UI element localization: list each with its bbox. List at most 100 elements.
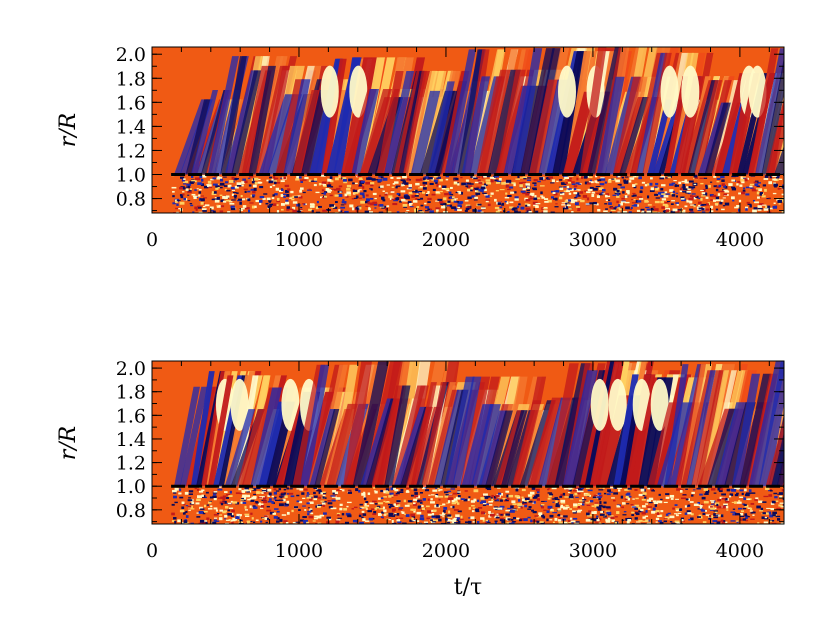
interior-speckle bbox=[298, 501, 303, 504]
wave-band bbox=[758, 361, 784, 487]
wave-band bbox=[704, 102, 731, 175]
interior-speckle bbox=[621, 200, 626, 202]
interior-speckle bbox=[745, 186, 751, 189]
interior-speckle bbox=[255, 519, 259, 522]
interior-speckle bbox=[411, 195, 415, 198]
wave-band bbox=[258, 94, 295, 175]
wave-band bbox=[755, 48, 784, 175]
interior-speckle bbox=[685, 498, 689, 501]
interior-speckle bbox=[734, 206, 739, 209]
interior-speckle bbox=[276, 204, 279, 206]
interior-speckle bbox=[519, 182, 523, 185]
interior-speckle bbox=[678, 181, 682, 185]
interior-speckle bbox=[705, 491, 709, 495]
interior-speckle bbox=[691, 494, 694, 497]
interior-speckle bbox=[525, 183, 530, 186]
interior-speckle bbox=[521, 181, 527, 184]
interior-speckle bbox=[378, 194, 382, 197]
interior-speckle bbox=[415, 189, 418, 193]
interior-speckle bbox=[494, 206, 500, 210]
interior-speckle bbox=[171, 512, 175, 516]
interior-speckle bbox=[247, 494, 250, 498]
wave-band bbox=[528, 79, 559, 175]
interior-speckle bbox=[237, 185, 242, 187]
interior-speckle bbox=[493, 498, 497, 500]
top-y-axis-label: r/R bbox=[56, 113, 81, 148]
interior-speckle bbox=[218, 176, 223, 180]
interior-speckle bbox=[336, 519, 341, 521]
interior-speckle bbox=[577, 492, 581, 495]
interior-speckle bbox=[180, 176, 185, 179]
interior-speckle bbox=[362, 185, 365, 189]
interior-speckle bbox=[228, 507, 234, 509]
interior-speckle bbox=[320, 492, 324, 495]
interior-speckle bbox=[655, 510, 660, 513]
interior-speckle bbox=[634, 504, 639, 507]
interior-speckle bbox=[206, 184, 210, 186]
interior-speckle bbox=[391, 509, 395, 512]
interior-speckle bbox=[397, 491, 400, 494]
interior-speckle bbox=[419, 492, 423, 494]
interior-speckle bbox=[467, 498, 470, 501]
interior-speckle bbox=[237, 198, 242, 201]
interior-speckle bbox=[266, 505, 270, 508]
interior-speckle bbox=[203, 197, 207, 199]
interior-speckle bbox=[577, 509, 583, 512]
interior-speckle bbox=[359, 177, 363, 180]
interior-speckle bbox=[495, 210, 500, 213]
interior-speckle bbox=[632, 498, 635, 500]
interior-speckle bbox=[397, 521, 402, 523]
x-tick-label: 1000 bbox=[275, 540, 323, 562]
interior-speckle bbox=[782, 197, 784, 199]
wave-band bbox=[619, 96, 649, 175]
interior-speckle bbox=[661, 198, 667, 201]
interior-speckle bbox=[723, 184, 726, 188]
interior-speckle bbox=[729, 493, 734, 497]
interior-speckle bbox=[672, 208, 678, 212]
interior-speckle bbox=[682, 191, 687, 193]
interior-speckle bbox=[544, 500, 547, 502]
interior-speckle bbox=[258, 199, 263, 203]
interior-speckle bbox=[449, 196, 455, 199]
interior-speckle bbox=[438, 490, 441, 492]
interior-speckle bbox=[540, 195, 544, 197]
interior-speckle bbox=[226, 189, 231, 192]
interior-speckle bbox=[272, 502, 275, 505]
interior-speckle bbox=[240, 209, 243, 212]
interior-speckle bbox=[322, 494, 326, 497]
interior-speckle bbox=[645, 206, 650, 208]
interior-speckle bbox=[680, 517, 685, 520]
interior-speckle bbox=[646, 208, 652, 211]
interior-speckle bbox=[598, 495, 603, 497]
interior-speckle bbox=[722, 205, 726, 207]
interior-speckle bbox=[378, 513, 382, 516]
interior-speckle bbox=[306, 495, 310, 498]
interior-speckle bbox=[201, 174, 207, 178]
y-tick-label: 1.6 bbox=[116, 92, 146, 114]
wave-band bbox=[326, 403, 358, 487]
interior-speckle bbox=[624, 488, 629, 491]
interior-speckle bbox=[449, 204, 453, 208]
wave-band bbox=[579, 47, 607, 175]
interior-speckle bbox=[540, 504, 543, 507]
interior-speckle bbox=[520, 190, 526, 193]
interior-speckle bbox=[549, 519, 553, 521]
interior-speckle bbox=[613, 492, 618, 495]
interior-speckle bbox=[224, 518, 227, 520]
interior-speckle bbox=[567, 208, 572, 210]
interior-speckle bbox=[280, 203, 285, 206]
interior-speckle bbox=[639, 190, 643, 194]
interior-speckle bbox=[506, 522, 512, 524]
interior-speckle bbox=[234, 195, 237, 199]
interior-speckle bbox=[704, 208, 710, 211]
interior-speckle bbox=[417, 209, 423, 212]
interior-speckle bbox=[239, 201, 242, 205]
interior-speckle bbox=[346, 505, 349, 508]
interior-speckle bbox=[406, 209, 410, 211]
interior-speckle bbox=[358, 184, 362, 187]
interior-speckle bbox=[745, 519, 749, 522]
interior-speckle bbox=[315, 191, 320, 194]
interior-speckle bbox=[697, 516, 701, 518]
interior-speckle bbox=[470, 176, 473, 178]
interior-speckle bbox=[731, 179, 736, 182]
